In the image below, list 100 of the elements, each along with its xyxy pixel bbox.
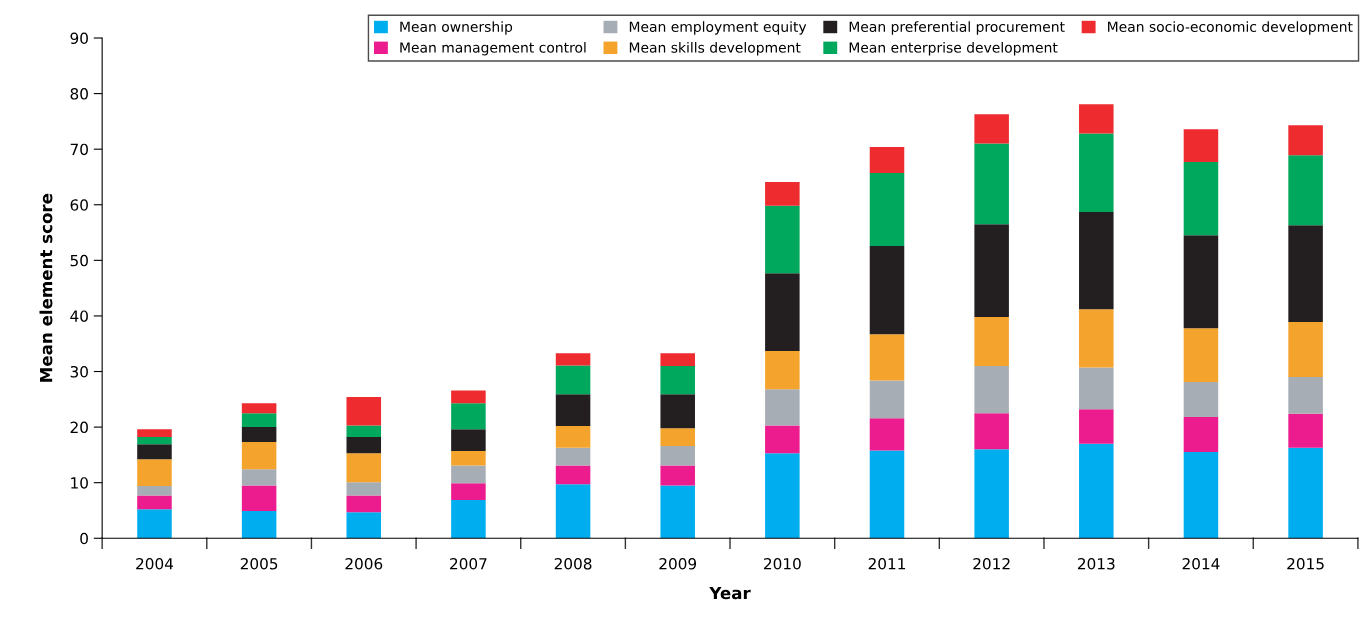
legend-label: Mean skills development	[629, 42, 801, 56]
bar	[241, 511, 277, 539]
bar	[869, 418, 905, 451]
bar	[660, 394, 695, 429]
x-tick-label: 2004	[136, 557, 174, 570]
x-axis-title: Year	[709, 586, 751, 600]
x-tick-label: 2014	[1182, 557, 1220, 570]
bar	[974, 224, 1009, 318]
bar	[765, 273, 800, 351]
bar	[137, 429, 172, 438]
bar	[1183, 328, 1219, 383]
bar	[1183, 452, 1219, 539]
bar	[1288, 322, 1323, 378]
bar	[660, 485, 695, 539]
y-tick-label: 30	[70, 365, 88, 378]
bar	[137, 509, 172, 539]
x-tick-label: 2006	[345, 557, 383, 570]
bar	[869, 380, 905, 419]
bar	[346, 512, 382, 539]
bar	[1183, 417, 1219, 453]
bar	[555, 365, 591, 395]
bar	[137, 459, 172, 487]
bar	[869, 334, 905, 381]
y-tick-label: 40	[70, 310, 88, 322]
bar	[451, 403, 486, 430]
bar	[346, 437, 382, 454]
bar	[241, 469, 277, 486]
x-tick-label: 2008	[554, 557, 592, 570]
legend-label: Mean socio-economic development	[1108, 21, 1353, 35]
y-tick-label: 50	[70, 254, 88, 267]
bar	[451, 429, 486, 451]
bar	[765, 425, 800, 454]
legend-label: Mean management control	[400, 42, 586, 56]
bar	[1079, 409, 1114, 444]
bar	[241, 442, 277, 470]
bar	[1183, 129, 1219, 162]
bar	[765, 453, 800, 539]
x-tick-label: 2005	[240, 557, 278, 570]
bar	[346, 425, 382, 438]
bar	[346, 495, 382, 513]
y-tick-label: 80	[70, 88, 88, 100]
bar	[555, 425, 591, 448]
bar	[765, 350, 800, 390]
bar	[660, 465, 695, 486]
bar	[137, 444, 172, 460]
bar	[765, 205, 800, 274]
bar	[869, 450, 905, 539]
bar	[765, 389, 800, 426]
bar	[1288, 413, 1323, 448]
y-tick-label: 10	[71, 477, 88, 489]
bar	[137, 437, 172, 445]
legend-label: Mean preferential procurement	[849, 21, 1065, 35]
bar	[974, 449, 1009, 539]
bar	[1079, 443, 1114, 539]
bar	[555, 465, 591, 485]
bar	[241, 485, 277, 512]
bar	[974, 365, 1009, 414]
bar	[660, 446, 695, 466]
bar	[137, 486, 172, 496]
bar	[1079, 367, 1114, 410]
bar	[1183, 235, 1219, 329]
bar	[451, 390, 486, 404]
y-tick-label: 20	[70, 421, 88, 434]
y-tick-label: 60	[70, 199, 88, 211]
x-tick-label: 2012	[973, 557, 1010, 570]
bar	[869, 146, 905, 174]
bar	[241, 403, 277, 414]
bar	[555, 394, 591, 426]
bar	[1183, 382, 1219, 418]
bar	[555, 484, 591, 539]
legend-label: Mean enterprise development	[849, 42, 1058, 56]
bar	[555, 447, 591, 466]
bar	[1288, 125, 1323, 156]
bar	[660, 353, 695, 366]
y-tick-label: 90	[70, 32, 88, 45]
bar	[241, 427, 277, 443]
bar	[1288, 225, 1323, 323]
bar	[346, 397, 382, 426]
bar	[1079, 211, 1114, 310]
bar	[451, 465, 486, 484]
bar	[765, 181, 800, 206]
bar	[974, 413, 1009, 450]
bar	[451, 451, 486, 466]
bar	[660, 365, 695, 395]
bar	[451, 483, 486, 500]
legend-label: Mean ownership	[400, 21, 513, 35]
x-tick-label: 2009	[659, 557, 697, 570]
y-axis-title: Mean element score	[39, 193, 53, 382]
bar	[1288, 447, 1323, 539]
bar	[1079, 104, 1114, 134]
bar	[137, 495, 172, 510]
y-tick-label: 0	[80, 532, 88, 545]
bar	[346, 482, 382, 496]
bar	[974, 143, 1009, 225]
y-tick-label: 70	[70, 143, 88, 156]
bar	[555, 353, 591, 366]
x-tick-label: 2013	[1077, 557, 1115, 570]
x-tick-label: 2011	[868, 557, 906, 570]
bar	[974, 114, 1009, 144]
bar	[241, 413, 277, 428]
